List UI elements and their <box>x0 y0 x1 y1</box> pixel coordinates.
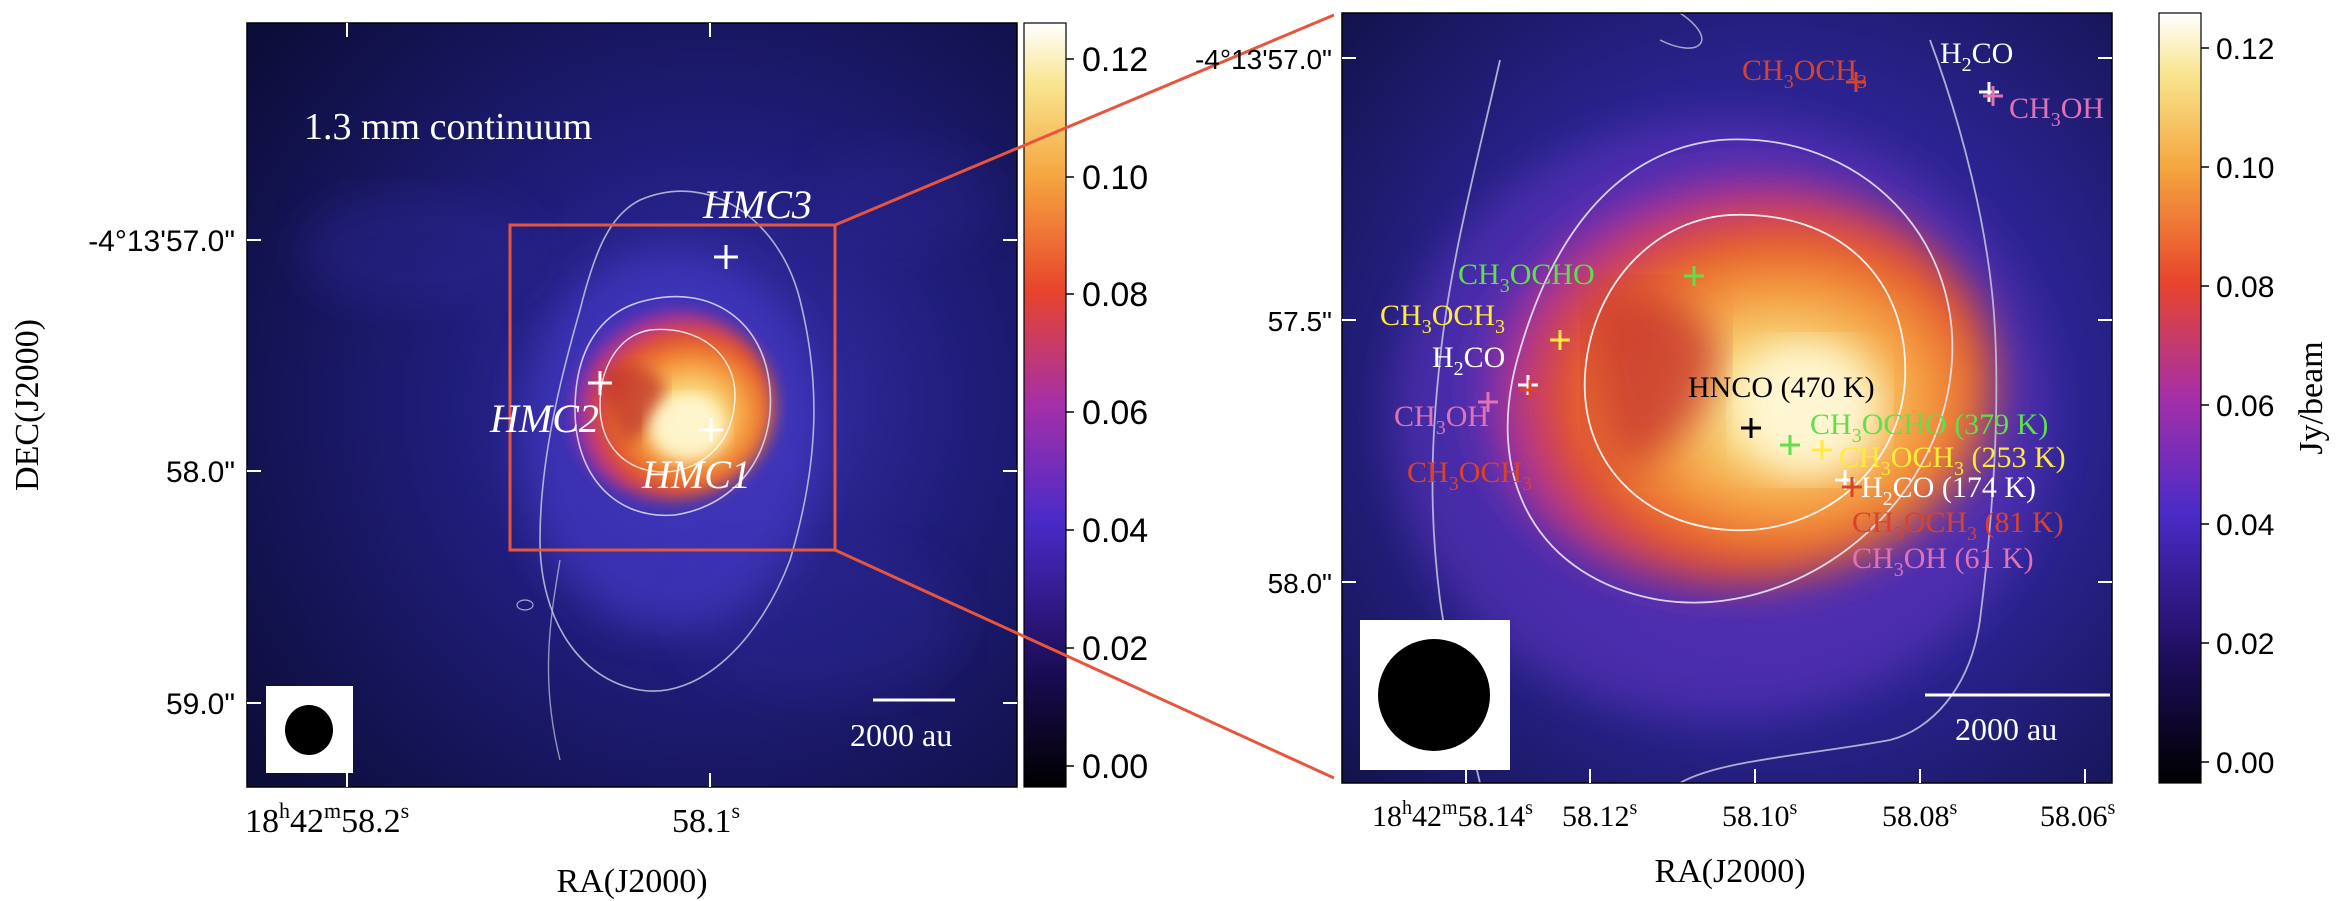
scale-bar-label: 2000 au <box>850 717 952 753</box>
peak-label: H2CO (174 K) <box>1861 471 2036 510</box>
zoom-connector-bottom <box>834 548 1335 780</box>
zoom-box <box>508 223 837 552</box>
source-markers <box>588 245 738 442</box>
right-ytick-3: 58.0" <box>1268 568 1332 599</box>
right-xtick-3: 58.10s <box>1722 797 1798 833</box>
label-hmc1: HMC1 <box>641 452 751 497</box>
contour-inner <box>1583 213 1907 532</box>
peak-label: CH3OCH3 <box>1407 456 1532 495</box>
peak-label: H2CO <box>1432 341 1505 380</box>
peak-label: H2CO <box>1940 37 2013 76</box>
label-hmc2: HMC2 <box>489 396 599 441</box>
contour-inner <box>599 328 736 473</box>
right-map: CH3OCH3 H2CO CH3OH CH3OCHO CH3OCH3 H2CO … <box>1341 12 2113 784</box>
left-cbar-tick: 0.02 <box>1082 630 1148 668</box>
left-ytick-1: -4°13'57.0" <box>88 225 235 258</box>
left-xtick-1: 18h42m58.2s <box>245 798 409 840</box>
right-cbar-tick: 0.06 <box>2216 390 2274 423</box>
colorbar-label: Jy/beam <box>2293 341 2330 454</box>
peak-label: CH3OH <box>1394 400 1489 439</box>
contour-mid <box>574 295 772 517</box>
beam-ellipse <box>285 705 333 755</box>
map-title: 1.3 mm continuum <box>304 106 592 148</box>
peak-label: CH3OCHO <box>1458 258 1595 297</box>
peak-label: CH3OCH3 <box>1742 54 1867 93</box>
beam-ellipse <box>1378 639 1490 751</box>
right-xtick-1: 18h42m58.14s <box>1372 797 1533 833</box>
right-xtick-2: 58.12s <box>1562 797 1638 833</box>
right-cbar-tick: 0.02 <box>2216 628 2274 661</box>
label-hmc3: HMC3 <box>702 182 812 227</box>
right-ytick-2: 57.5" <box>1268 306 1332 337</box>
scale-bar-label: 2000 au <box>1955 711 2057 747</box>
left-cbar-tick: 0.10 <box>1082 159 1148 197</box>
peak-label: CH3OCHO (379 K) <box>1810 408 2048 447</box>
right-cbar-tick: 0.10 <box>2216 152 2274 185</box>
left-cbar-tick: 0.08 <box>1082 276 1148 314</box>
peak-label: CH3OCH3 (253 K) <box>1839 441 2066 480</box>
right-cbar-tick: 0.04 <box>2216 509 2274 542</box>
peak-label: CH3OCH3 <box>1380 299 1505 338</box>
left-cbar-tick: 0.00 <box>1082 748 1148 786</box>
peak-label: CH3OCH3 (81 K) <box>1852 506 2064 545</box>
peak-label: CH3OH <box>2009 92 2104 131</box>
right-xtick-5: 58.06s <box>2040 797 2116 833</box>
left-ylabel: DEC(J2000) <box>9 319 46 491</box>
right-xlabel: RA(J2000) <box>1654 853 1805 890</box>
left-colorbar: 0.12 0.10 0.08 0.06 0.04 0.02 0.00 <box>1023 22 1148 788</box>
contour-outer <box>539 190 815 692</box>
left-ytick-2: 58.0" <box>166 456 235 489</box>
right-ytick-1: -4°13'57.0" <box>1195 44 1332 75</box>
left-xtick-2: 58.1s <box>672 798 740 840</box>
right-cbar-tick: 0.12 <box>2216 33 2274 66</box>
contour-mid <box>1506 138 1954 604</box>
left-map: 1.3 mm continuum HMC3 HMC2 HMC1 2000 au <box>246 22 1018 788</box>
right-cbar-tick: 0.08 <box>2216 271 2274 304</box>
left-cbar-tick: 0.12 <box>1082 41 1148 79</box>
peak-label: CH3OH (61 K) <box>1852 542 2034 581</box>
right-colorbar: 0.12 0.10 0.08 0.06 0.04 0.02 0.00 Jy/be… <box>2158 12 2330 784</box>
left-ytick-3: 59.0" <box>166 688 235 721</box>
zoom-connector-top <box>834 13 1335 227</box>
right-cbar-tick: 0.00 <box>2216 747 2274 780</box>
right-xtick-4: 58.08s <box>1882 797 1958 833</box>
left-cbar-tick: 0.04 <box>1082 512 1148 550</box>
left-cbar-tick: 0.06 <box>1082 394 1148 432</box>
left-xlabel: RA(J2000) <box>556 863 707 900</box>
peak-label: HNCO (470 K) <box>1688 371 1875 404</box>
